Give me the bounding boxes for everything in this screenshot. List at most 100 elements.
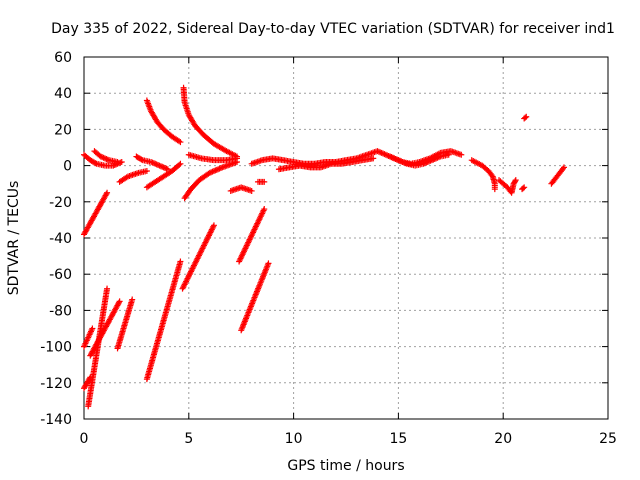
data-point	[143, 168, 150, 175]
series-arc-h	[179, 222, 217, 292]
data-point	[402, 160, 409, 167]
data-point	[491, 186, 498, 193]
data-point	[99, 154, 106, 161]
data-point	[431, 155, 438, 162]
series-arc-a	[81, 189, 111, 238]
y-tick-label: 20	[54, 122, 72, 138]
data-point	[114, 158, 121, 165]
data-point	[433, 155, 440, 162]
data-point	[234, 155, 241, 162]
series-arc-f	[114, 296, 136, 352]
data-point	[384, 152, 391, 159]
data-point	[395, 157, 402, 164]
data-point	[163, 165, 170, 172]
data-point	[176, 138, 183, 145]
data-point	[149, 159, 156, 166]
series-arc-r	[143, 160, 184, 191]
data-point	[210, 168, 217, 175]
data-point	[115, 299, 122, 306]
y-tick-label: -140	[40, 412, 72, 428]
y-tick-label: 40	[54, 86, 72, 102]
data-point	[265, 260, 272, 267]
y-axis-title: SDTVAR / TECUs	[6, 181, 22, 296]
data-point	[392, 155, 399, 162]
data-point	[374, 148, 381, 155]
data-point	[559, 165, 566, 172]
data-point	[97, 153, 104, 160]
data-point	[423, 159, 430, 166]
data-point	[400, 159, 407, 166]
data-point	[560, 164, 567, 171]
data-point	[208, 169, 215, 176]
data-point	[248, 187, 255, 194]
data-point	[110, 162, 117, 169]
data-point	[434, 154, 441, 161]
x-tick-label: 10	[285, 431, 303, 447]
data-point	[138, 156, 145, 163]
series-arc-k	[143, 97, 184, 146]
data-point	[216, 165, 223, 172]
data-point	[398, 158, 405, 165]
x-tick-label: 5	[184, 431, 193, 447]
data-point	[399, 158, 406, 165]
data-point	[155, 161, 162, 168]
series-arc-t	[227, 184, 255, 194]
series-arc-ab	[519, 184, 528, 193]
data-point	[387, 153, 394, 160]
series-arc-l	[180, 84, 241, 160]
series-arc-aa	[521, 113, 530, 122]
data-point	[378, 149, 385, 156]
data-point	[209, 168, 216, 175]
data-point	[89, 325, 96, 332]
x-axis-title: GPS time / hours	[287, 458, 404, 474]
chart-title: Day 335 of 2022, Sidereal Day-to-day VTE…	[51, 21, 615, 37]
data-point	[428, 157, 435, 164]
series-arc-n	[81, 151, 125, 169]
data-point	[520, 185, 527, 192]
series-arc-x	[387, 151, 452, 169]
x-tick-label: 20	[494, 431, 512, 447]
data-point	[385, 152, 392, 159]
data-point	[370, 155, 377, 162]
series-arc-ac	[548, 164, 567, 187]
data-point	[435, 154, 442, 161]
series-arc-e	[87, 298, 123, 359]
axis-ticks: 0 5 10 15 20 25 -140 -120 -100 -80 -60 -40 -20 0 20 40 6…	[40, 50, 617, 447]
data-point	[215, 166, 222, 173]
series-arc-z	[496, 177, 519, 196]
data-point	[261, 178, 268, 185]
data-point	[391, 155, 398, 162]
data-point	[388, 154, 395, 161]
data-point	[427, 157, 434, 164]
data-point	[177, 139, 184, 146]
data-point	[148, 158, 155, 165]
series-arc-o	[91, 148, 121, 165]
data-point	[92, 160, 99, 167]
data-point	[206, 169, 213, 176]
series-arc-j	[238, 260, 272, 334]
data-point	[115, 160, 122, 167]
x-tick-label: 15	[389, 431, 407, 447]
data-point	[101, 155, 108, 162]
data-point	[430, 156, 437, 163]
data-point	[389, 154, 396, 161]
data-point	[381, 151, 388, 158]
data-point	[396, 157, 403, 164]
data-point	[523, 113, 530, 120]
data-point	[377, 149, 384, 156]
series-arc-s	[185, 151, 241, 164]
data-point	[152, 160, 159, 167]
data-point	[512, 178, 519, 185]
series-arc-g	[143, 258, 184, 383]
data-point	[100, 154, 107, 161]
data-point	[380, 150, 387, 157]
data-point	[153, 161, 160, 168]
data-point	[458, 151, 465, 158]
series-arc-u	[254, 178, 268, 185]
data-point	[210, 222, 217, 229]
y-tick-label: -60	[49, 267, 72, 283]
y-tick-label: -40	[49, 231, 72, 247]
data-point	[104, 156, 111, 163]
data-point	[116, 298, 123, 305]
